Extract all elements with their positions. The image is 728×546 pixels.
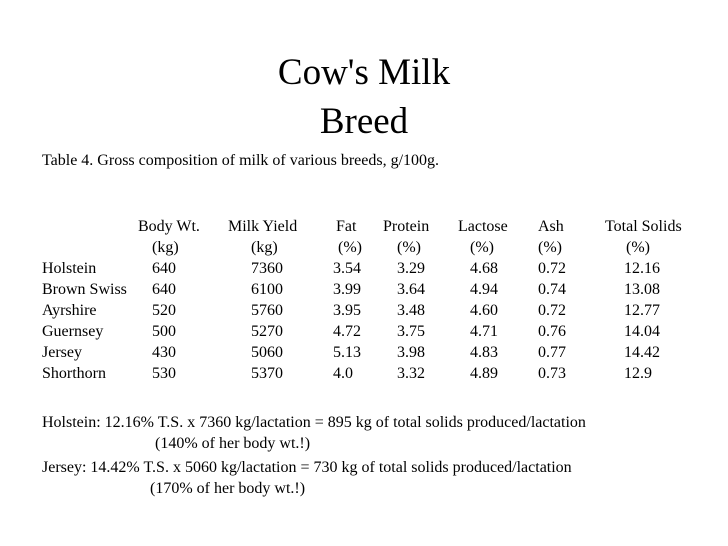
row-jersey-body-wt: 430 [152, 344, 176, 361]
row-jersey-fat: 5.13 [333, 344, 361, 361]
unit-milk-yield: (kg) [251, 239, 278, 256]
row-ayrshire-milk-yield: 5760 [251, 302, 283, 319]
row-shorthorn-breed: Shorthorn [42, 365, 106, 382]
row-shorthorn-ash: 0.73 [538, 365, 566, 382]
row-ayrshire-body-wt: 520 [152, 302, 176, 319]
row-shorthorn-milk-yield: 5370 [251, 365, 283, 382]
row-jersey-total-solids: 14.42 [624, 344, 660, 361]
row-guernsey-ash: 0.76 [538, 323, 566, 340]
row-brown-swiss-body-wt: 640 [152, 281, 176, 298]
row-brown-swiss-fat: 3.99 [333, 281, 361, 298]
row-jersey-protein: 3.98 [397, 344, 425, 361]
row-guernsey-milk-yield: 5270 [251, 323, 283, 340]
row-holstein-total-solids: 12.16 [624, 260, 660, 277]
unit-ash: (%) [538, 239, 562, 256]
row-shorthorn-fat: 4.0 [333, 365, 353, 382]
note-jersey-line-1: Jersey: 14.42% T.S. x 5060 kg/lactation … [42, 459, 572, 476]
row-holstein-breed: Holstein [42, 260, 97, 277]
row-jersey-milk-yield: 5060 [251, 344, 283, 361]
title-line-1: Cow's Milk [277, 52, 451, 93]
unit-body-wt: (kg) [152, 239, 179, 256]
row-ayrshire-protein: 3.48 [397, 302, 425, 319]
header-ash: Ash [538, 218, 564, 235]
row-shorthorn-lactose: 4.89 [470, 365, 498, 382]
row-jersey-lactose: 4.83 [470, 344, 498, 361]
header-body-wt: Body Wt. [138, 218, 200, 235]
row-holstein-fat: 3.54 [333, 260, 361, 277]
row-holstein-protein: 3.29 [397, 260, 425, 277]
row-holstein-ash: 0.72 [538, 260, 566, 277]
header-fat: Fat [336, 218, 357, 235]
title-line-2: Breed [319, 101, 409, 142]
header-total-solids: Total Solids [605, 218, 682, 235]
row-ayrshire-breed: Ayrshire [42, 302, 97, 319]
row-ayrshire-total-solids: 12.77 [624, 302, 660, 319]
row-ayrshire-fat: 3.95 [333, 302, 361, 319]
row-brown-swiss-milk-yield: 6100 [251, 281, 283, 298]
row-guernsey-breed: Guernsey [42, 323, 104, 340]
row-brown-swiss-total-solids: 13.08 [624, 281, 660, 298]
row-brown-swiss-protein: 3.64 [397, 281, 425, 298]
unit-total-solids: (%) [626, 239, 650, 256]
row-guernsey-fat: 4.72 [333, 323, 361, 340]
row-guernsey-lactose: 4.71 [470, 323, 498, 340]
header-protein: Protein [383, 218, 430, 235]
note-holstein-line-2: (140% of her body wt.!) [155, 435, 311, 452]
note-jersey-line-2: (170% of her body wt.!) [150, 480, 306, 497]
note-holstein-line-1: Holstein: 12.16% T.S. x 7360 kg/lactatio… [42, 414, 586, 431]
unit-fat: (%) [338, 239, 362, 256]
row-guernsey-body-wt: 500 [152, 323, 176, 340]
row-jersey-ash: 0.77 [538, 344, 566, 361]
row-shorthorn-body-wt: 530 [152, 365, 176, 382]
unit-lactose: (%) [470, 239, 494, 256]
row-guernsey-protein: 3.75 [397, 323, 425, 340]
row-guernsey-total-solids: 14.04 [624, 323, 660, 340]
row-brown-swiss-ash: 0.74 [538, 281, 566, 298]
table-caption: Table 4. Gross composition of milk of va… [42, 152, 440, 169]
unit-protein: (%) [397, 239, 421, 256]
row-ayrshire-lactose: 4.60 [470, 302, 498, 319]
header-milk-yield: Milk Yield [228, 218, 298, 235]
row-holstein-lactose: 4.68 [470, 260, 498, 277]
row-brown-swiss-breed: Brown Swiss [42, 281, 127, 298]
row-holstein-milk-yield: 7360 [251, 260, 283, 277]
header-lactose: Lactose [458, 218, 508, 235]
row-brown-swiss-lactose: 4.94 [470, 281, 498, 298]
row-holstein-body-wt: 640 [152, 260, 176, 277]
row-shorthorn-total-solids: 12.9 [624, 365, 652, 382]
row-ayrshire-ash: 0.72 [538, 302, 566, 319]
row-jersey-breed: Jersey [42, 344, 82, 361]
row-shorthorn-protein: 3.32 [397, 365, 425, 382]
